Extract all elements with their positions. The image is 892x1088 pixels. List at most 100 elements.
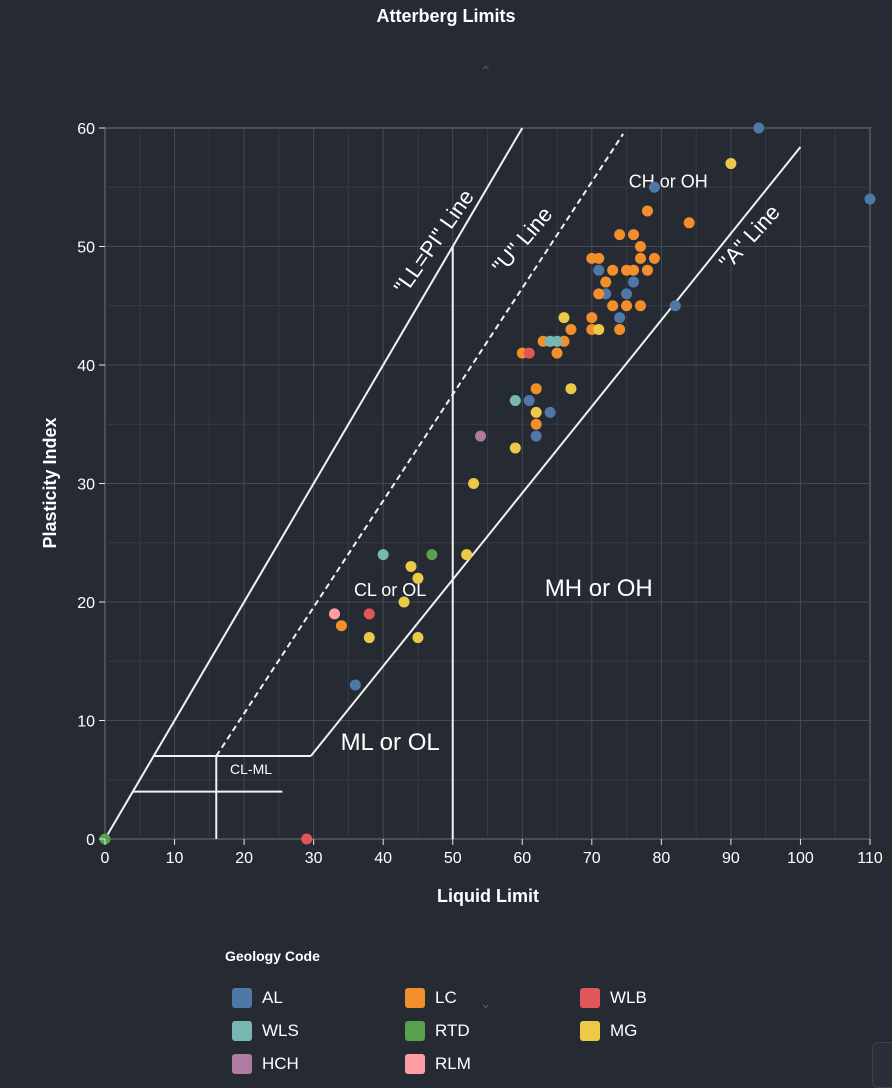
legend-swatch [232, 1054, 252, 1074]
data-points [99, 122, 876, 845]
data-point-lc [607, 264, 619, 276]
legend-label: AL [262, 988, 283, 1007]
legend-item-lc[interactable]: LC [405, 986, 457, 1010]
data-point-lc [593, 252, 605, 264]
data-point-mg [412, 572, 424, 584]
legend-item-hch[interactable]: HCH [232, 1052, 299, 1076]
chart-plot: "LL=PI" Line "U" Line "A" Line CH or OHCL … [40, 121, 883, 906]
chart-title: Atterberg Limits [376, 6, 516, 26]
data-point-mg [405, 560, 417, 572]
data-point-al [523, 395, 535, 407]
chevron-down-icon[interactable]: ⌄ [480, 996, 492, 1012]
region-label: CL-ML [230, 761, 272, 777]
x-tick-label: 10 [166, 850, 184, 867]
legend-item-mg[interactable]: MG [580, 1019, 637, 1043]
legend-swatch [580, 1021, 600, 1041]
data-point-lc [641, 264, 653, 276]
data-point-lc [551, 347, 563, 359]
data-point-mg [461, 549, 473, 561]
data-point-al [544, 406, 556, 418]
region-label: MH or OH [545, 575, 653, 602]
legend-swatch [405, 1021, 425, 1041]
data-point-lc [621, 300, 633, 312]
y-tick-label: 50 [77, 240, 95, 257]
legend-item-al[interactable]: AL [232, 986, 283, 1010]
y-tick-label: 60 [77, 121, 95, 138]
data-point-al [349, 679, 361, 691]
x-tick-label: 50 [444, 850, 462, 867]
resize-handle[interactable] [872, 1042, 892, 1088]
data-point-al [614, 312, 626, 324]
data-point-lc [586, 312, 598, 324]
data-point-mg [509, 442, 521, 454]
data-point-mg [398, 596, 410, 608]
x-axis-title: Liquid Limit [437, 886, 539, 906]
x-tick-label: 110 [857, 850, 883, 867]
legend-swatch [232, 1021, 252, 1041]
data-point-mg [725, 158, 737, 170]
legend-label: WLB [610, 988, 647, 1007]
legend-item-rtd[interactable]: RTD [405, 1019, 470, 1043]
data-point-mg [363, 632, 375, 644]
data-point-mg [558, 312, 570, 324]
data-point-wls [377, 549, 389, 561]
data-point-mg [593, 323, 605, 335]
legend-item-wls[interactable]: WLS [232, 1019, 299, 1043]
u-line-path [215, 133, 624, 757]
y-tick-label: 10 [77, 714, 95, 731]
legend-swatch [232, 988, 252, 1008]
data-point-wlb [363, 608, 375, 620]
legend-label: RLM [435, 1054, 471, 1073]
data-point-wlb [301, 833, 313, 845]
y-tick-label: 40 [77, 358, 95, 375]
legend-label: MG [610, 1021, 638, 1040]
a-line-path [310, 146, 802, 757]
x-tick-label: 90 [722, 850, 740, 867]
data-point-al [621, 288, 633, 300]
region-label: ML or OL [341, 729, 440, 756]
reference-line-label: "LL=PI" Line [389, 185, 479, 299]
legend-label: WLS [262, 1021, 299, 1040]
data-point-lc [593, 288, 605, 300]
y-axis-title: Plasticity Index [40, 417, 60, 548]
x-tick-label: 40 [374, 850, 392, 867]
legend-item-rlm[interactable]: RLM [405, 1052, 471, 1076]
data-point-lc [335, 620, 347, 632]
data-point-lc [635, 241, 646, 252]
data-point-al [753, 122, 765, 134]
data-point-wls [509, 395, 521, 407]
data-point-mg [530, 406, 542, 418]
data-point-al [628, 276, 640, 288]
x-tick-label: 20 [235, 850, 253, 867]
data-point-hch [475, 430, 487, 442]
legend-item-wlb[interactable]: WLB [580, 986, 647, 1010]
data-point-lc [635, 252, 646, 264]
legend-label: LC [435, 988, 457, 1007]
legend-title: Geology Code [225, 948, 320, 964]
data-point-lc [607, 300, 619, 312]
data-point-lc [530, 383, 542, 395]
data-point-lc [530, 418, 542, 430]
data-point-wlb [523, 347, 535, 359]
legend-swatch [405, 1054, 425, 1074]
data-point-lc [683, 217, 695, 229]
data-point-lc [635, 300, 646, 312]
legend-label: RTD [435, 1021, 470, 1040]
y-tick-label: 20 [77, 595, 95, 612]
data-point-lc [641, 205, 653, 217]
chevron-up-icon[interactable]: ⌃ [480, 64, 492, 80]
data-point-rlm [329, 608, 340, 620]
data-point-lc [628, 229, 640, 241]
data-point-mg [412, 632, 424, 644]
data-point-lc [614, 229, 626, 241]
legend-swatch [405, 988, 425, 1008]
data-point-al [593, 264, 605, 276]
data-point-mg [468, 478, 480, 489]
data-point-rtd [426, 549, 438, 561]
x-tick-label: 0 [101, 850, 110, 867]
legend-swatch [580, 988, 600, 1008]
axes: 0 10 20 30 40 50 60 70 80 90 100 110 0 10 20 30 40 50 60 [77, 121, 883, 867]
x-tick-label: 60 [513, 850, 531, 867]
x-tick-label: 100 [787, 850, 814, 867]
region-label: CL or OL [354, 580, 426, 600]
